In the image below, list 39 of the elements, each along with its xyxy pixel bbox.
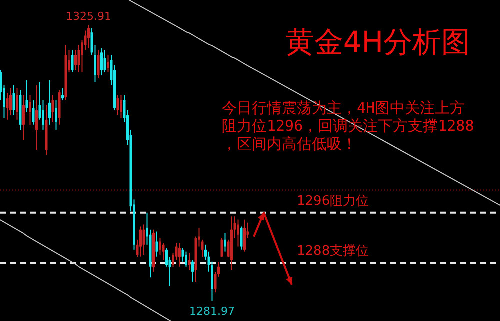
candlestick (116, 94, 120, 116)
annotation: 1325.91 (66, 10, 112, 23)
candlestick (104, 50, 106, 73)
candlestick (240, 226, 243, 250)
candlestick (71, 50, 74, 73)
candlestick (192, 259, 194, 282)
candlestick (48, 80, 51, 126)
candlestick (224, 232, 226, 252)
candlestick (26, 80, 28, 113)
ref-line-label: 1296阻力位 (297, 194, 370, 209)
candlestick (55, 100, 58, 130)
candlestick (100, 48, 103, 76)
candlestick (237, 219, 240, 248)
text: 黄金4H分析图 (285, 25, 471, 59)
candlestick (12, 84, 16, 116)
candlestick (10, 88, 12, 116)
candlestick (142, 224, 146, 256)
candlestick (156, 231, 158, 258)
candlestick (29, 94, 32, 126)
candlestick (107, 54, 110, 73)
candlestick (120, 94, 122, 119)
candlestick (185, 251, 188, 268)
candlestick (244, 219, 246, 252)
candlestick (36, 84, 38, 151)
candlestick (220, 238, 224, 258)
candlestick (88, 24, 90, 49)
candlestick (52, 94, 54, 123)
candlestick (6, 93, 9, 120)
candlestick (62, 88, 64, 101)
candlestick (16, 88, 18, 120)
candlestick (97, 50, 100, 79)
candlestick (140, 226, 142, 258)
annotation: 1281.97 (190, 305, 235, 318)
candlestick (32, 100, 35, 126)
candlestick (178, 242, 181, 268)
ref-line-label: 1288支撑位 (297, 244, 370, 260)
candlestick (22, 94, 25, 141)
candlestick (74, 50, 77, 71)
candlestick (188, 252, 191, 271)
